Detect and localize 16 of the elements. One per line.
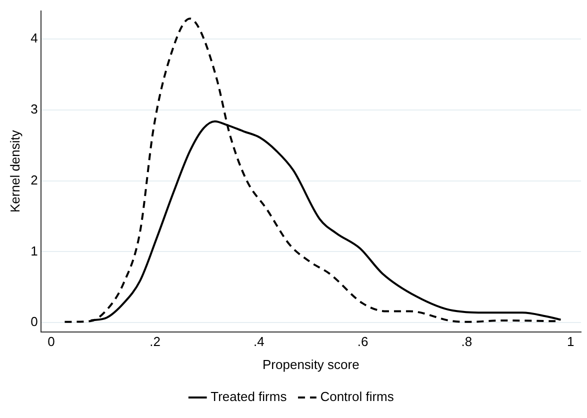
legend-label: Treated firms	[210, 389, 288, 404]
y-tick-label: 1	[30, 243, 38, 258]
x-tick-label: .2	[150, 334, 161, 350]
y-tick-label: 0	[30, 314, 38, 330]
y-tick-label: 2	[30, 172, 38, 188]
line-series	[64, 18, 557, 323]
legend-label: Control firms	[320, 389, 394, 404]
x-tick-label: 1	[566, 334, 574, 350]
x-tick-label: .4	[254, 334, 264, 350]
x-tick-label: .8	[461, 334, 472, 350]
y-axis-title: Kernel density	[7, 130, 22, 212]
x-axis-title: Propensity score	[262, 356, 360, 372]
y-tick-label: 4	[30, 30, 38, 46]
y-tick-label: 3	[30, 102, 38, 117]
x-tick-label: .6	[357, 334, 368, 350]
x-tick-label: 0	[48, 334, 55, 350]
